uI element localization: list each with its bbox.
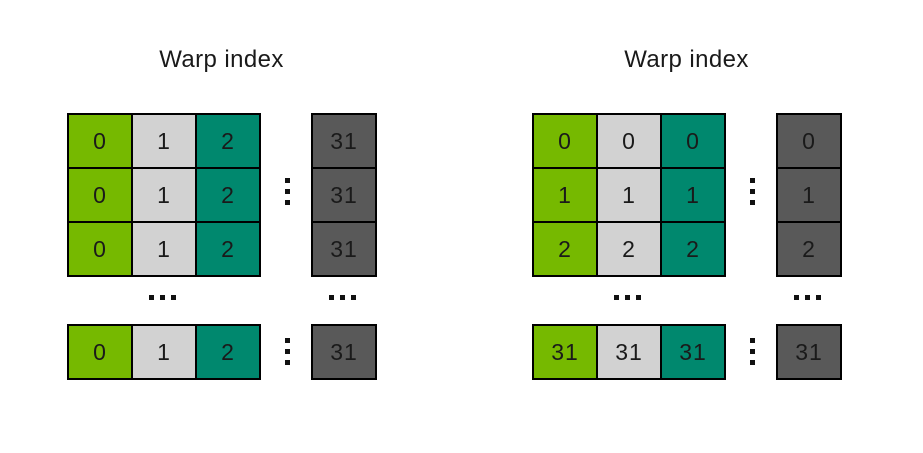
dot: [816, 295, 821, 300]
warp-cell: 0: [597, 114, 661, 168]
dot: [149, 295, 154, 300]
warp-cell: 2: [196, 325, 260, 379]
warp-cell: 31: [533, 325, 597, 379]
dot: [285, 338, 290, 343]
dot: [171, 295, 176, 300]
dot: [614, 295, 619, 300]
ellipsis-horizontal-icon: [149, 295, 176, 300]
warp-grid: 0 1 2 0 1 2 0 1 2: [67, 113, 261, 277]
warp-cell: 2: [196, 168, 260, 222]
warp-cell: 1: [132, 168, 196, 222]
warp-panel-right: Warp index 0 0 0 1 1 1 2 2 2 0 1 2: [532, 0, 842, 453]
dot: [750, 349, 755, 354]
warp-cell: 31: [312, 222, 376, 276]
warp-cell: 2: [533, 222, 597, 276]
warp-cell: 31: [661, 325, 725, 379]
warp-cell: 0: [68, 222, 132, 276]
ellipsis-vertical-icon: [285, 338, 290, 365]
dot: [285, 349, 290, 354]
dot: [750, 189, 755, 194]
warp-cell: 1: [777, 168, 841, 222]
dot: [285, 189, 290, 194]
warp-cell: 2: [597, 222, 661, 276]
warp-bottom-row: 31 31 31: [532, 324, 726, 380]
warp-cell: 31: [312, 168, 376, 222]
dot: [160, 295, 165, 300]
warp-cell: 1: [132, 222, 196, 276]
warp-cell: 0: [68, 168, 132, 222]
ellipsis-vertical-icon: [285, 178, 290, 205]
warp-panel-left: Warp index 0 1 2 0 1 2 0 1 2 31 31 31: [67, 0, 377, 453]
dot: [351, 295, 356, 300]
ellipsis-horizontal-icon: [614, 295, 641, 300]
warp-cell: 2: [777, 222, 841, 276]
warp-cell: 2: [196, 114, 260, 168]
warp-cell: 0: [533, 114, 597, 168]
dot: [285, 360, 290, 365]
warp-cell: 1: [597, 168, 661, 222]
warp-cell: 1: [661, 168, 725, 222]
dot: [285, 178, 290, 183]
warp-cell: 0: [777, 114, 841, 168]
warp-last-column: 0 1 2: [776, 113, 842, 277]
panel-title: Warp index: [624, 46, 749, 73]
dot: [340, 295, 345, 300]
warp-cell: 31: [312, 325, 376, 379]
warp-cell: 31: [777, 325, 841, 379]
ellipsis-vertical-icon: [750, 338, 755, 365]
warp-bottom-last-cell: 31: [311, 324, 377, 380]
dot: [636, 295, 641, 300]
dot: [750, 200, 755, 205]
warp-bottom-last-cell: 31: [776, 324, 842, 380]
warp-cell: 2: [196, 222, 260, 276]
ellipsis-horizontal-icon: [794, 295, 821, 300]
warp-bottom-row: 0 1 2: [67, 324, 261, 380]
panel-title: Warp index: [159, 46, 284, 73]
warp-cell: 1: [132, 325, 196, 379]
dot: [750, 360, 755, 365]
warp-grid: 0 0 0 1 1 1 2 2 2: [532, 113, 726, 277]
dot: [625, 295, 630, 300]
warp-cell: 2: [661, 222, 725, 276]
warp-last-column: 31 31 31: [311, 113, 377, 277]
dot: [750, 338, 755, 343]
dot: [329, 295, 334, 300]
ellipsis-vertical-icon: [750, 178, 755, 205]
warp-cell: 0: [68, 325, 132, 379]
warp-cell: 1: [132, 114, 196, 168]
warp-cell: 31: [597, 325, 661, 379]
dot: [794, 295, 799, 300]
ellipsis-horizontal-icon: [329, 295, 356, 300]
warp-cell: 0: [661, 114, 725, 168]
warp-cell: 31: [312, 114, 376, 168]
warp-cell: 0: [68, 114, 132, 168]
dot: [805, 295, 810, 300]
dot: [285, 200, 290, 205]
dot: [750, 178, 755, 183]
warp-cell: 1: [533, 168, 597, 222]
